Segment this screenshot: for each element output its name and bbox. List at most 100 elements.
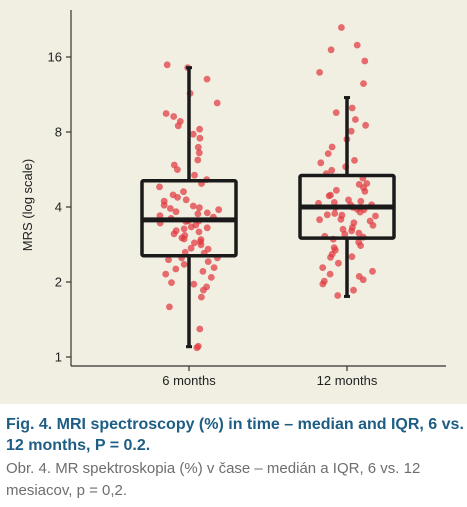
data-point	[166, 303, 173, 311]
data-point	[198, 293, 205, 301]
data-point	[327, 191, 334, 199]
data-point	[180, 188, 187, 196]
caption-english: Fig. 4. MRI spectroscopy (%) in time – m…	[6, 416, 464, 454]
data-point	[355, 238, 363, 246]
data-point	[176, 118, 184, 125]
data-point	[182, 196, 190, 204]
data-point	[203, 75, 211, 83]
data-point	[162, 270, 170, 278]
x-tick-label: 6 months	[162, 373, 216, 388]
data-point	[203, 209, 211, 217]
data-point	[172, 265, 180, 273]
data-point	[162, 110, 170, 117]
data-point	[331, 210, 339, 217]
box-plot-chart: 1 2 4 8 16 6 months 12 months MRS (log scale)	[20, 10, 446, 388]
data-point	[347, 127, 355, 135]
data-point	[215, 206, 223, 214]
data-point	[320, 277, 328, 285]
data-point	[207, 274, 215, 281]
data-point	[181, 232, 189, 239]
data-point	[203, 283, 211, 291]
data-point	[194, 210, 202, 218]
data-point	[156, 212, 164, 220]
data-point	[316, 69, 323, 76]
data-point	[355, 229, 363, 237]
data-point	[330, 199, 338, 206]
data-point	[204, 258, 212, 265]
data-point	[355, 273, 363, 280]
data-point	[189, 130, 197, 138]
data-point	[187, 244, 195, 252]
data-point	[352, 116, 359, 123]
data-point	[199, 268, 207, 275]
data-point	[172, 227, 180, 235]
data-point	[323, 211, 331, 219]
data-point	[362, 121, 369, 129]
data-point	[363, 180, 371, 187]
data-point	[196, 134, 204, 142]
data-point	[172, 208, 180, 216]
data-point	[180, 225, 188, 233]
data-point	[196, 125, 204, 133]
data-point	[317, 159, 325, 167]
data-point	[328, 166, 336, 174]
box-plots	[140, 66, 396, 349]
axes: 1 2 4 8 16 6 months 12 months	[48, 10, 446, 388]
data-point	[338, 24, 345, 31]
y-tick-label: 16	[48, 50, 62, 65]
data-point	[191, 239, 198, 247]
data-points	[156, 24, 379, 352]
data-point	[170, 113, 178, 120]
data-point	[326, 270, 334, 278]
data-point	[338, 211, 346, 219]
y-tick-label: 1	[55, 350, 62, 365]
data-point	[160, 197, 168, 205]
data-point	[195, 149, 203, 157]
data-point	[319, 264, 327, 271]
y-tick-label: 8	[55, 125, 62, 140]
y-tick-label: 4	[55, 200, 62, 215]
data-point	[350, 219, 358, 227]
data-point	[189, 202, 197, 210]
data-point	[167, 205, 174, 212]
y-axis-title: MRS (log scale)	[20, 159, 35, 251]
data-point	[333, 186, 340, 194]
y-tick-label: 2	[55, 275, 62, 290]
data-point	[190, 280, 198, 288]
data-point	[204, 245, 212, 253]
data-point	[348, 104, 356, 112]
data-point	[213, 99, 221, 107]
data-point	[366, 217, 374, 225]
data-point	[355, 181, 363, 188]
data-point	[360, 80, 367, 87]
data-point	[180, 261, 188, 268]
data-point	[194, 156, 202, 164]
data-point	[165, 256, 172, 264]
data-point	[196, 204, 203, 212]
data-point	[316, 216, 323, 224]
data-point	[328, 143, 336, 151]
caption-slovak: Obr. 4. MR spektroskopia (%) v čase – me…	[6, 460, 421, 499]
data-point	[170, 161, 178, 169]
data-point	[361, 57, 369, 65]
data-point	[195, 228, 203, 236]
data-point	[203, 224, 211, 232]
data-point	[193, 344, 201, 352]
data-point	[169, 191, 177, 199]
data-point	[156, 183, 163, 191]
data-point	[348, 253, 356, 261]
data-point	[163, 61, 171, 69]
data-point	[372, 212, 379, 220]
data-point	[350, 286, 357, 294]
data-point	[332, 109, 340, 116]
data-point	[324, 150, 332, 158]
data-point	[168, 279, 175, 286]
data-point	[345, 196, 352, 204]
data-point	[196, 325, 204, 333]
data-point	[339, 225, 347, 233]
data-point	[191, 171, 198, 179]
chart-panel: 1 2 4 8 16 6 months 12 months MRS (log scale)	[0, 0, 467, 404]
data-point	[334, 292, 342, 299]
data-point	[353, 41, 361, 49]
data-point	[335, 259, 342, 267]
